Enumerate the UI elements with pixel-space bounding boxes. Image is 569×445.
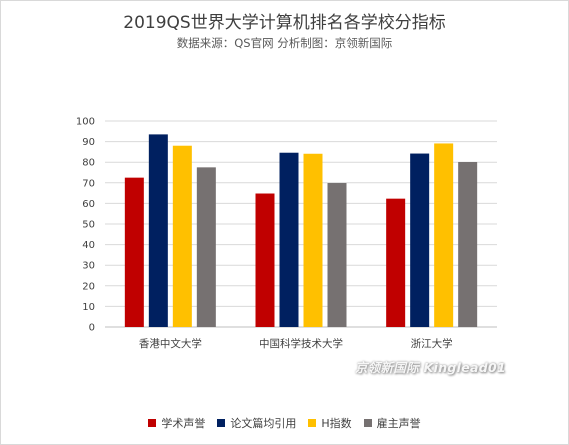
bar xyxy=(327,183,347,327)
chart-subtitle: 数据来源：QS官网 分析制图：京领新国际 xyxy=(176,36,393,50)
legend-label: 论文篇均引用 xyxy=(230,417,297,430)
bar xyxy=(434,143,454,327)
bar xyxy=(124,177,144,327)
y-tick-label: 80 xyxy=(82,158,95,169)
legend-swatch xyxy=(363,419,372,427)
x-category-label: 香港中文大学 xyxy=(139,337,202,350)
legend-swatch xyxy=(217,419,226,427)
legend-item: 雇主声誉 xyxy=(363,415,421,431)
y-tick-label: 20 xyxy=(82,281,95,292)
y-tick-label: 60 xyxy=(82,199,95,210)
legend-swatch xyxy=(308,419,317,427)
legend-label: H指数 xyxy=(321,417,352,430)
bar xyxy=(410,153,430,327)
legend: 学术声誉 论文篇均引用 H指数 雇主声誉 xyxy=(0,415,569,431)
y-tick-label: 40 xyxy=(82,240,95,251)
legend-item: H指数 xyxy=(308,415,352,431)
bar xyxy=(196,167,216,327)
y-tick-label: 100 xyxy=(76,117,95,128)
gridlines xyxy=(105,120,497,328)
y-tick-label: 10 xyxy=(82,302,95,313)
legend-label: 学术声誉 xyxy=(161,417,206,430)
y-tick-label: 30 xyxy=(82,261,95,272)
bar xyxy=(303,153,323,327)
watermark: 京领新国际 Kinglead01 xyxy=(355,360,507,375)
bar-chart: 0 10 20 30 40 50 60 70 80 90 100 香港中文大学 中国科学技术大学 浙江大… xyxy=(76,117,497,350)
legend-item: 学术声誉 xyxy=(148,415,205,431)
bars xyxy=(124,134,478,327)
bar xyxy=(172,145,192,327)
y-tick-label: 0 xyxy=(89,323,95,334)
chart-title: 2019QS世界大学计算机排名各学校分指标 xyxy=(123,13,446,33)
x-category-label: 中国科学技术大学 xyxy=(259,337,343,350)
legend-swatch xyxy=(148,419,157,427)
y-tick-label: 70 xyxy=(82,178,95,189)
bar xyxy=(386,198,406,327)
legend-item: 论文篇均引用 xyxy=(217,415,296,431)
y-tick-label: 90 xyxy=(82,137,95,148)
bar xyxy=(458,161,478,327)
legend-label: 雇主声誉 xyxy=(376,417,421,430)
bar xyxy=(279,152,299,327)
bar xyxy=(148,134,168,327)
y-axis-ticks: 0 10 20 30 40 50 60 70 80 90 100 xyxy=(76,117,95,334)
x-axis-categories: 香港中文大学 中国科学技术大学 浙江大学 xyxy=(139,337,453,350)
y-tick-label: 50 xyxy=(82,220,95,231)
x-category-label: 浙江大学 xyxy=(411,337,453,350)
bar xyxy=(255,193,275,327)
